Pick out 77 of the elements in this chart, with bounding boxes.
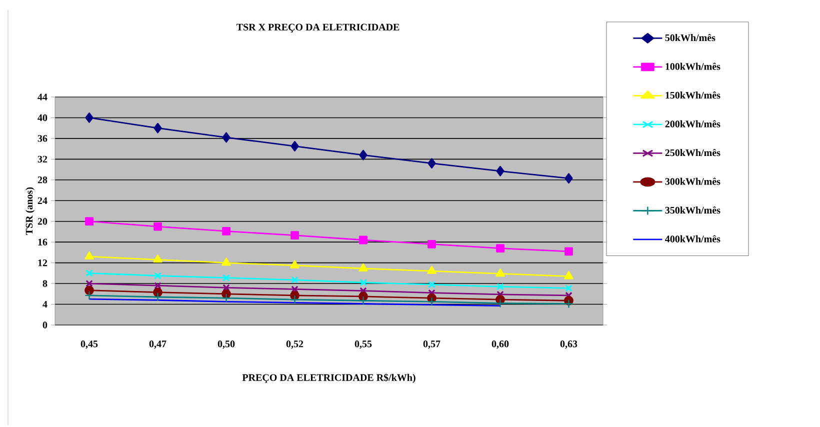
point	[496, 298, 505, 308]
point	[359, 150, 368, 160]
point	[153, 292, 162, 302]
point	[360, 278, 367, 286]
point	[222, 274, 230, 282]
y-tick-label: 0	[42, 322, 48, 328]
x-axis-title: PREÇO DA ELETRICIDADE R$/kWh)	[242, 374, 416, 383]
point	[85, 217, 94, 226]
point	[154, 222, 162, 231]
point	[428, 280, 436, 288]
point	[222, 258, 231, 266]
legend-label: 350kWh/mês	[665, 206, 720, 214]
point	[427, 266, 436, 274]
point	[153, 254, 162, 263]
y-tick-label: 4	[42, 300, 48, 308]
point	[291, 286, 298, 293]
point	[86, 280, 93, 288]
point	[496, 283, 504, 290]
legend-label: 200kWh/mês	[665, 120, 720, 128]
x-tick-label: 0,50	[218, 340, 235, 349]
point	[84, 290, 94, 300]
point	[496, 268, 505, 277]
point	[496, 166, 504, 176]
x-tick-label: 0,52	[286, 340, 304, 349]
point	[222, 132, 230, 143]
point	[84, 251, 94, 260]
legend-label: 300kWh/mês	[665, 178, 720, 185]
point	[564, 299, 574, 308]
point	[290, 141, 299, 152]
point	[359, 236, 368, 244]
point	[85, 112, 94, 123]
y-tick-label: 36	[38, 135, 48, 142]
point	[222, 293, 231, 303]
point	[358, 263, 368, 272]
x-tick-label: 0,57	[423, 340, 440, 349]
line-series	[88, 298, 501, 307]
x-tick-label: 0,55	[354, 340, 372, 349]
point	[84, 286, 94, 295]
point	[290, 231, 299, 240]
point	[565, 284, 572, 292]
y-tick-label: 8	[42, 280, 48, 287]
point	[86, 270, 93, 277]
y-tick-label: 44	[38, 94, 48, 100]
x-tick-label: 0,63	[560, 340, 578, 349]
point	[496, 244, 504, 252]
point	[427, 297, 436, 306]
x-tick-label: 0,60	[492, 340, 509, 349]
point	[564, 247, 573, 256]
y-tick-label: 16	[38, 238, 48, 246]
point	[290, 294, 300, 304]
point	[428, 158, 436, 169]
y-tick-label: 32	[38, 156, 48, 163]
point	[358, 296, 368, 306]
legend-label: 150kWh/mês	[666, 91, 720, 99]
point	[291, 276, 298, 284]
chart-title: TSR X PREÇO DA ELETRICIDADE	[236, 24, 400, 32]
y-tick-label: 12	[38, 260, 48, 266]
y-tick-label: 24	[38, 197, 48, 204]
point	[290, 260, 300, 268]
legend-label: 250kWh/mês	[665, 148, 720, 156]
y-axis-title: TSR (anos)	[26, 187, 35, 235]
point	[222, 227, 230, 236]
point	[428, 240, 436, 248]
y-tick-label: 28	[38, 176, 48, 184]
point	[564, 271, 574, 280]
point	[154, 122, 162, 134]
legend-label: 50kWh/mês	[665, 34, 716, 42]
y-tick-label: 20	[38, 218, 48, 225]
point	[564, 173, 573, 184]
legend-label: 400kWh/mês	[665, 235, 720, 242]
point	[222, 284, 230, 292]
y-tick-label: 40	[38, 114, 48, 122]
x-tick-label: 0,47	[149, 340, 166, 349]
point	[154, 272, 162, 280]
point	[154, 282, 162, 290]
x-tick-label: 0,45	[80, 340, 98, 349]
legend-label: 100kWh/mês	[666, 62, 720, 70]
